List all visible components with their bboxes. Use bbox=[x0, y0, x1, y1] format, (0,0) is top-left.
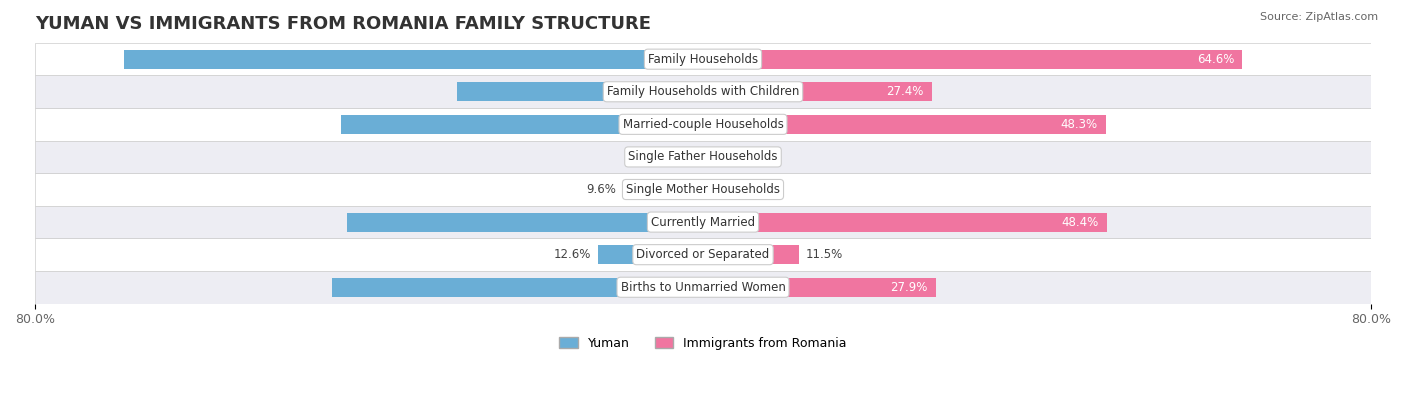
Text: Divorced or Separated: Divorced or Separated bbox=[637, 248, 769, 261]
Bar bbox=[457, 82, 703, 101]
Bar bbox=[347, 213, 703, 231]
Bar bbox=[703, 180, 749, 199]
Bar bbox=[703, 115, 1107, 134]
Text: Single Mother Households: Single Mother Households bbox=[626, 183, 780, 196]
Bar bbox=[342, 115, 703, 134]
Text: 48.3%: 48.3% bbox=[1062, 118, 1098, 131]
Text: 5.5%: 5.5% bbox=[755, 183, 785, 196]
Bar bbox=[35, 43, 1371, 75]
Bar bbox=[332, 278, 703, 297]
Text: Single Father Households: Single Father Households bbox=[628, 150, 778, 164]
Text: 44.4%: 44.4% bbox=[695, 281, 733, 294]
Text: YUMAN VS IMMIGRANTS FROM ROMANIA FAMILY STRUCTURE: YUMAN VS IMMIGRANTS FROM ROMANIA FAMILY … bbox=[35, 15, 651, 33]
Bar bbox=[703, 147, 720, 166]
Bar bbox=[35, 141, 1371, 173]
Text: 64.6%: 64.6% bbox=[1197, 53, 1234, 66]
Bar bbox=[35, 173, 1371, 206]
Bar bbox=[35, 108, 1371, 141]
Text: 11.5%: 11.5% bbox=[806, 248, 844, 261]
Text: Currently Married: Currently Married bbox=[651, 216, 755, 229]
Text: Births to Unmarried Women: Births to Unmarried Women bbox=[620, 281, 786, 294]
Bar bbox=[703, 82, 932, 101]
Text: 69.3%: 69.3% bbox=[695, 53, 733, 66]
Bar bbox=[703, 50, 1243, 69]
Text: 2.1%: 2.1% bbox=[727, 150, 756, 164]
Text: 29.5%: 29.5% bbox=[695, 85, 733, 98]
Bar bbox=[35, 206, 1371, 238]
Bar bbox=[35, 75, 1371, 108]
Bar bbox=[598, 245, 703, 264]
Text: Family Households with Children: Family Households with Children bbox=[607, 85, 799, 98]
Text: 27.9%: 27.9% bbox=[890, 281, 928, 294]
Bar bbox=[675, 147, 703, 166]
Bar bbox=[124, 50, 703, 69]
Text: 12.6%: 12.6% bbox=[554, 248, 591, 261]
Text: Family Households: Family Households bbox=[648, 53, 758, 66]
Text: 27.4%: 27.4% bbox=[886, 85, 924, 98]
Text: 3.3%: 3.3% bbox=[640, 150, 669, 164]
Text: Married-couple Households: Married-couple Households bbox=[623, 118, 783, 131]
Text: 48.4%: 48.4% bbox=[1062, 216, 1099, 229]
Bar bbox=[703, 245, 799, 264]
Bar bbox=[703, 278, 936, 297]
Text: Source: ZipAtlas.com: Source: ZipAtlas.com bbox=[1260, 12, 1378, 22]
Bar bbox=[35, 271, 1371, 303]
Bar bbox=[623, 180, 703, 199]
Text: 43.3%: 43.3% bbox=[695, 118, 731, 131]
Bar bbox=[35, 238, 1371, 271]
Legend: Yuman, Immigrants from Romania: Yuman, Immigrants from Romania bbox=[554, 332, 852, 355]
Bar bbox=[703, 213, 1107, 231]
Text: 42.6%: 42.6% bbox=[695, 216, 733, 229]
Text: 9.6%: 9.6% bbox=[586, 183, 616, 196]
